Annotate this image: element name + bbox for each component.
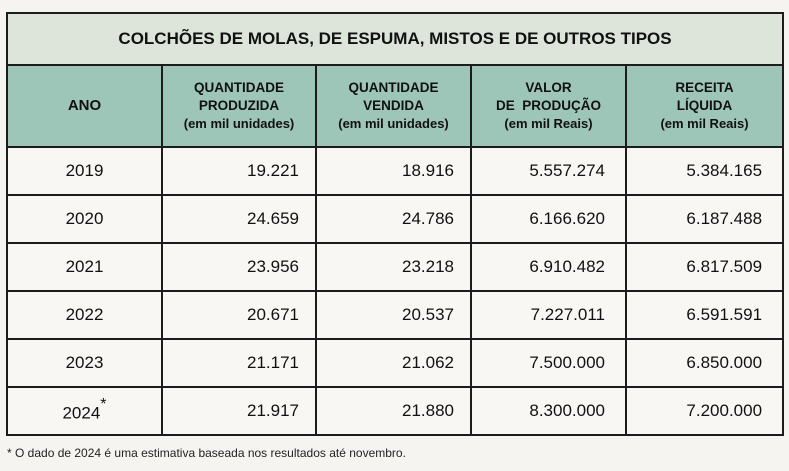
cell-value: 20.671: [247, 305, 299, 324]
table-row: 2024* 21.917 21.880 8.300.000 7.200.000: [6, 386, 785, 436]
receita-liquida-cell: 7.200.000: [624, 386, 785, 436]
qtd-produzida-cell: 20.671: [161, 290, 317, 340]
year-cell: 2023: [6, 338, 163, 388]
header-valor-producao: VALOR DE PRODUÇÃO (em mil Reais): [470, 64, 627, 148]
qtd-produzida-cell: 21.171: [161, 338, 317, 388]
table-row: 2019 19.221 18.916 5.557.274 5.384.165: [6, 146, 785, 196]
year-cell: 2020: [6, 194, 163, 244]
valor-producao-cell: 5.557.274: [470, 146, 627, 196]
table-row: 2021 23.956 23.218 6.910.482 6.817.509: [6, 242, 785, 292]
year-cell: 2022: [6, 290, 163, 340]
data-table: COLCHÕES DE MOLAS, DE ESPUMA, MISTOS E D…: [5, 12, 785, 436]
header-receita-liquida: RECEITA LÍQUIDA (em mil Reais): [624, 64, 785, 148]
qtd-vendida-cell: 20.537: [315, 290, 472, 340]
cell-value: 7.500.000: [529, 353, 605, 372]
cell-value: 21.062: [402, 353, 454, 372]
valor-producao-cell: 6.166.620: [470, 194, 627, 244]
cell-value: 24.659: [247, 209, 299, 228]
valor-producao-cell: 8.300.000: [470, 386, 627, 436]
receita-liquida-cell: 6.591.591: [624, 290, 785, 340]
asterisk-marker: *: [100, 395, 107, 413]
receita-liquida-cell: 5.384.165: [624, 146, 785, 196]
cell-value: 6.187.488: [686, 209, 763, 228]
qtd-produzida-cell: 19.221: [161, 146, 317, 196]
valor-producao-cell: 7.227.011: [470, 290, 627, 340]
cell-value: 21.880: [402, 401, 454, 420]
qtd-produzida-cell: 21.917: [161, 386, 317, 436]
table-row: 2022 20.671 20.537 7.227.011 6.591.591: [6, 290, 785, 340]
qtd-vendida-cell: 21.062: [315, 338, 472, 388]
cell-value: 21.171: [247, 353, 299, 372]
table-title: COLCHÕES DE MOLAS, DE ESPUMA, MISTOS E D…: [5, 12, 785, 66]
header-qtd-vendida: QUANTIDADE VENDIDA (em mil unidades): [315, 64, 472, 148]
cell-value: 23.218: [402, 257, 454, 276]
cell-value: 6.850.000: [686, 353, 763, 372]
cell-value: 24.786: [402, 209, 454, 228]
receita-liquida-cell: 6.187.488: [624, 194, 785, 244]
cell-value: 6.591.591: [686, 305, 763, 324]
cell-value: 7.227.011: [530, 305, 605, 324]
cell-value: 19.221: [247, 161, 299, 180]
cell-value: 2021: [65, 257, 104, 276]
cell-value: 6.166.620: [529, 209, 605, 228]
cell-value: 2022: [65, 305, 104, 324]
cell-value: 2020: [65, 209, 104, 228]
qtd-produzida-cell: 23.956: [161, 242, 317, 292]
valor-producao-cell: 6.910.482: [470, 242, 627, 292]
cell-value: 2019: [65, 161, 104, 180]
qtd-produzida-cell: 24.659: [161, 194, 317, 244]
table-row: 2023 21.171 21.062 7.500.000 6.850.000: [6, 338, 785, 388]
year-cell: 2019: [6, 146, 163, 196]
receita-liquida-cell: 6.817.509: [624, 242, 785, 292]
cell-value: 20.537: [402, 305, 454, 324]
cell-value: 6.910.482: [529, 257, 605, 276]
qtd-vendida-cell: 21.880: [315, 386, 472, 436]
receita-liquida-cell: 6.850.000: [624, 338, 785, 388]
cell-value: 2023: [65, 353, 104, 372]
valor-producao-cell: 7.500.000: [470, 338, 627, 388]
cell-value: 5.557.274: [529, 161, 605, 180]
footnote: * O dado de 2024 é uma estimativa basead…: [7, 446, 406, 460]
cell-value: 7.200.000: [686, 401, 763, 420]
header-row: ANO QUANTIDADE PRODUZIDA (em mil unidades)…: [6, 64, 785, 148]
cell-value: 8.300.000: [529, 401, 605, 420]
qtd-vendida-cell: 24.786: [315, 194, 472, 244]
header-ano: ANO: [6, 64, 163, 148]
qtd-vendida-cell: 23.218: [315, 242, 472, 292]
cell-value: 6.817.509: [686, 257, 763, 276]
header-qtd-produzida: QUANTIDADE PRODUZIDA (em mil unidades): [161, 64, 317, 148]
cell-value: 18.916: [402, 161, 454, 180]
year-cell: 2021: [6, 242, 163, 292]
table-row: 2020 24.659 24.786 6.166.620 6.187.488: [6, 194, 785, 244]
qtd-vendida-cell: 18.916: [315, 146, 472, 196]
cell-value: 2024: [62, 403, 101, 423]
year-cell: 2024*: [6, 386, 163, 436]
cell-value: 23.956: [247, 257, 299, 276]
cell-value: 21.917: [247, 401, 299, 420]
cell-value: 5.384.165: [686, 161, 763, 180]
